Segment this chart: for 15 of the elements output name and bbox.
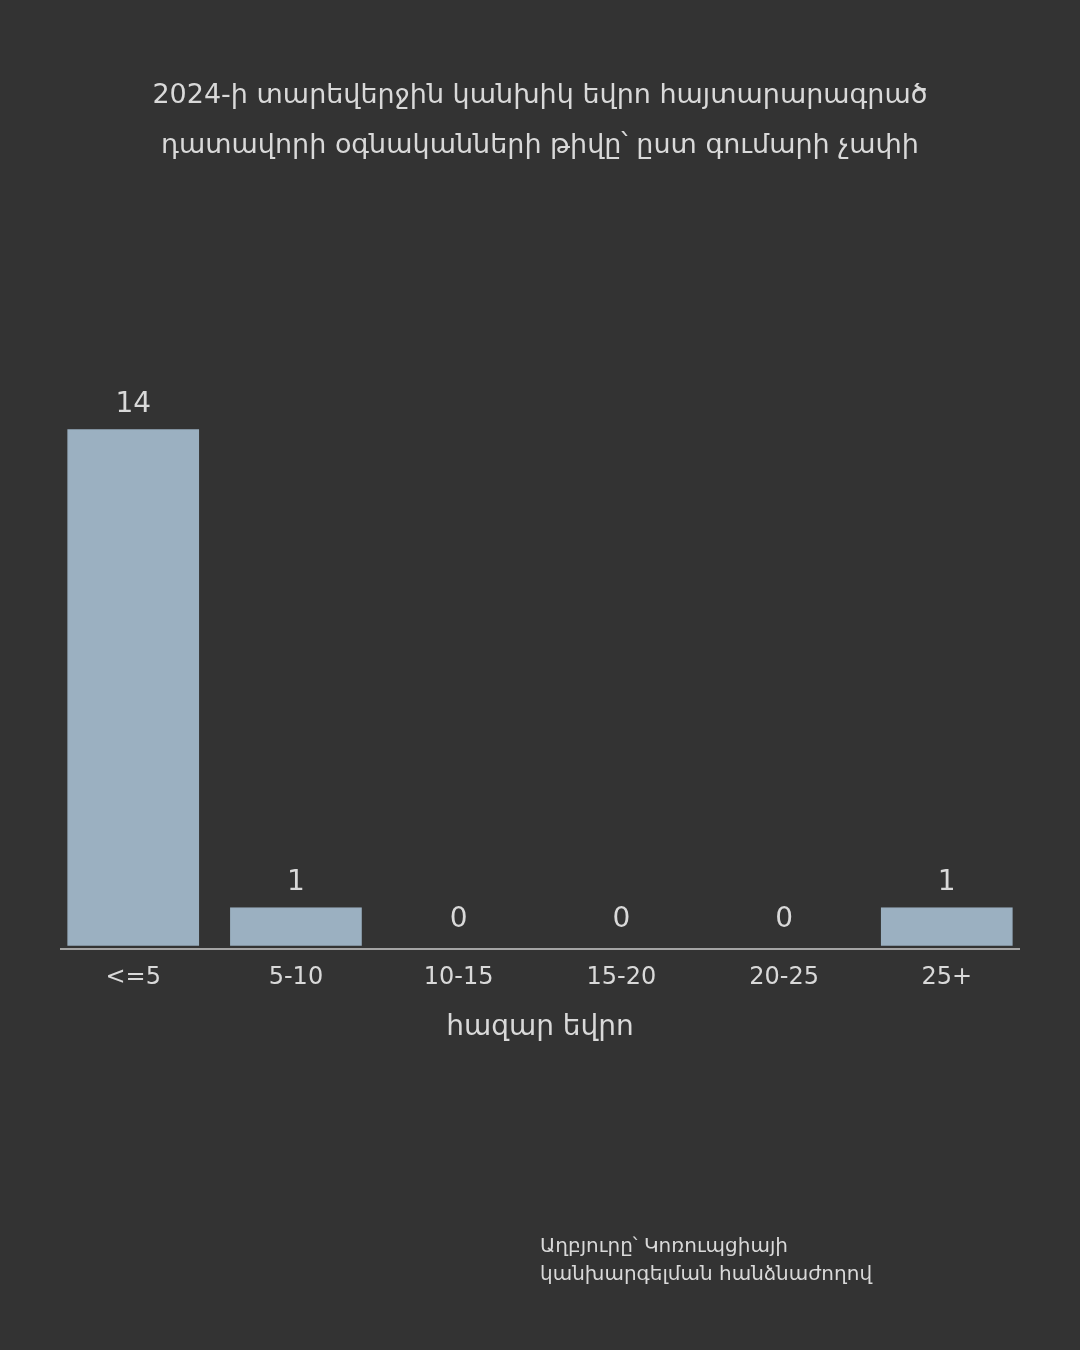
data-label: 1 [937, 864, 956, 898]
text: Աղբյուրը՝ Կոռուպցիայի կանխարգելման հանձնաժողով [540, 1233, 873, 1285]
data-label: 14 [115, 386, 152, 419]
x-tick-label: 5-10 [268, 962, 324, 990]
data-label: 0 [449, 901, 468, 934]
x-tick-label: 25+ [921, 962, 973, 990]
x-tick-label: 20-25 [749, 962, 819, 990]
x-tick-label: 15-20 [586, 962, 657, 990]
data-label: 1 [287, 864, 305, 898]
x-tick-label: <=5 [105, 962, 161, 990]
x-axis-title: հազար եվրո [446, 1009, 634, 1042]
chart-title: 2024-ի տարեվերջին կանխիկ եվրո հայտարարագրած դատավորի օգնականների թիվը՝ ըստ գումարի չափի [152, 78, 928, 159]
data-label: 0 [775, 901, 793, 934]
x-tick-label: 10-15 [423, 962, 494, 990]
data-label: 0 [612, 901, 631, 934]
